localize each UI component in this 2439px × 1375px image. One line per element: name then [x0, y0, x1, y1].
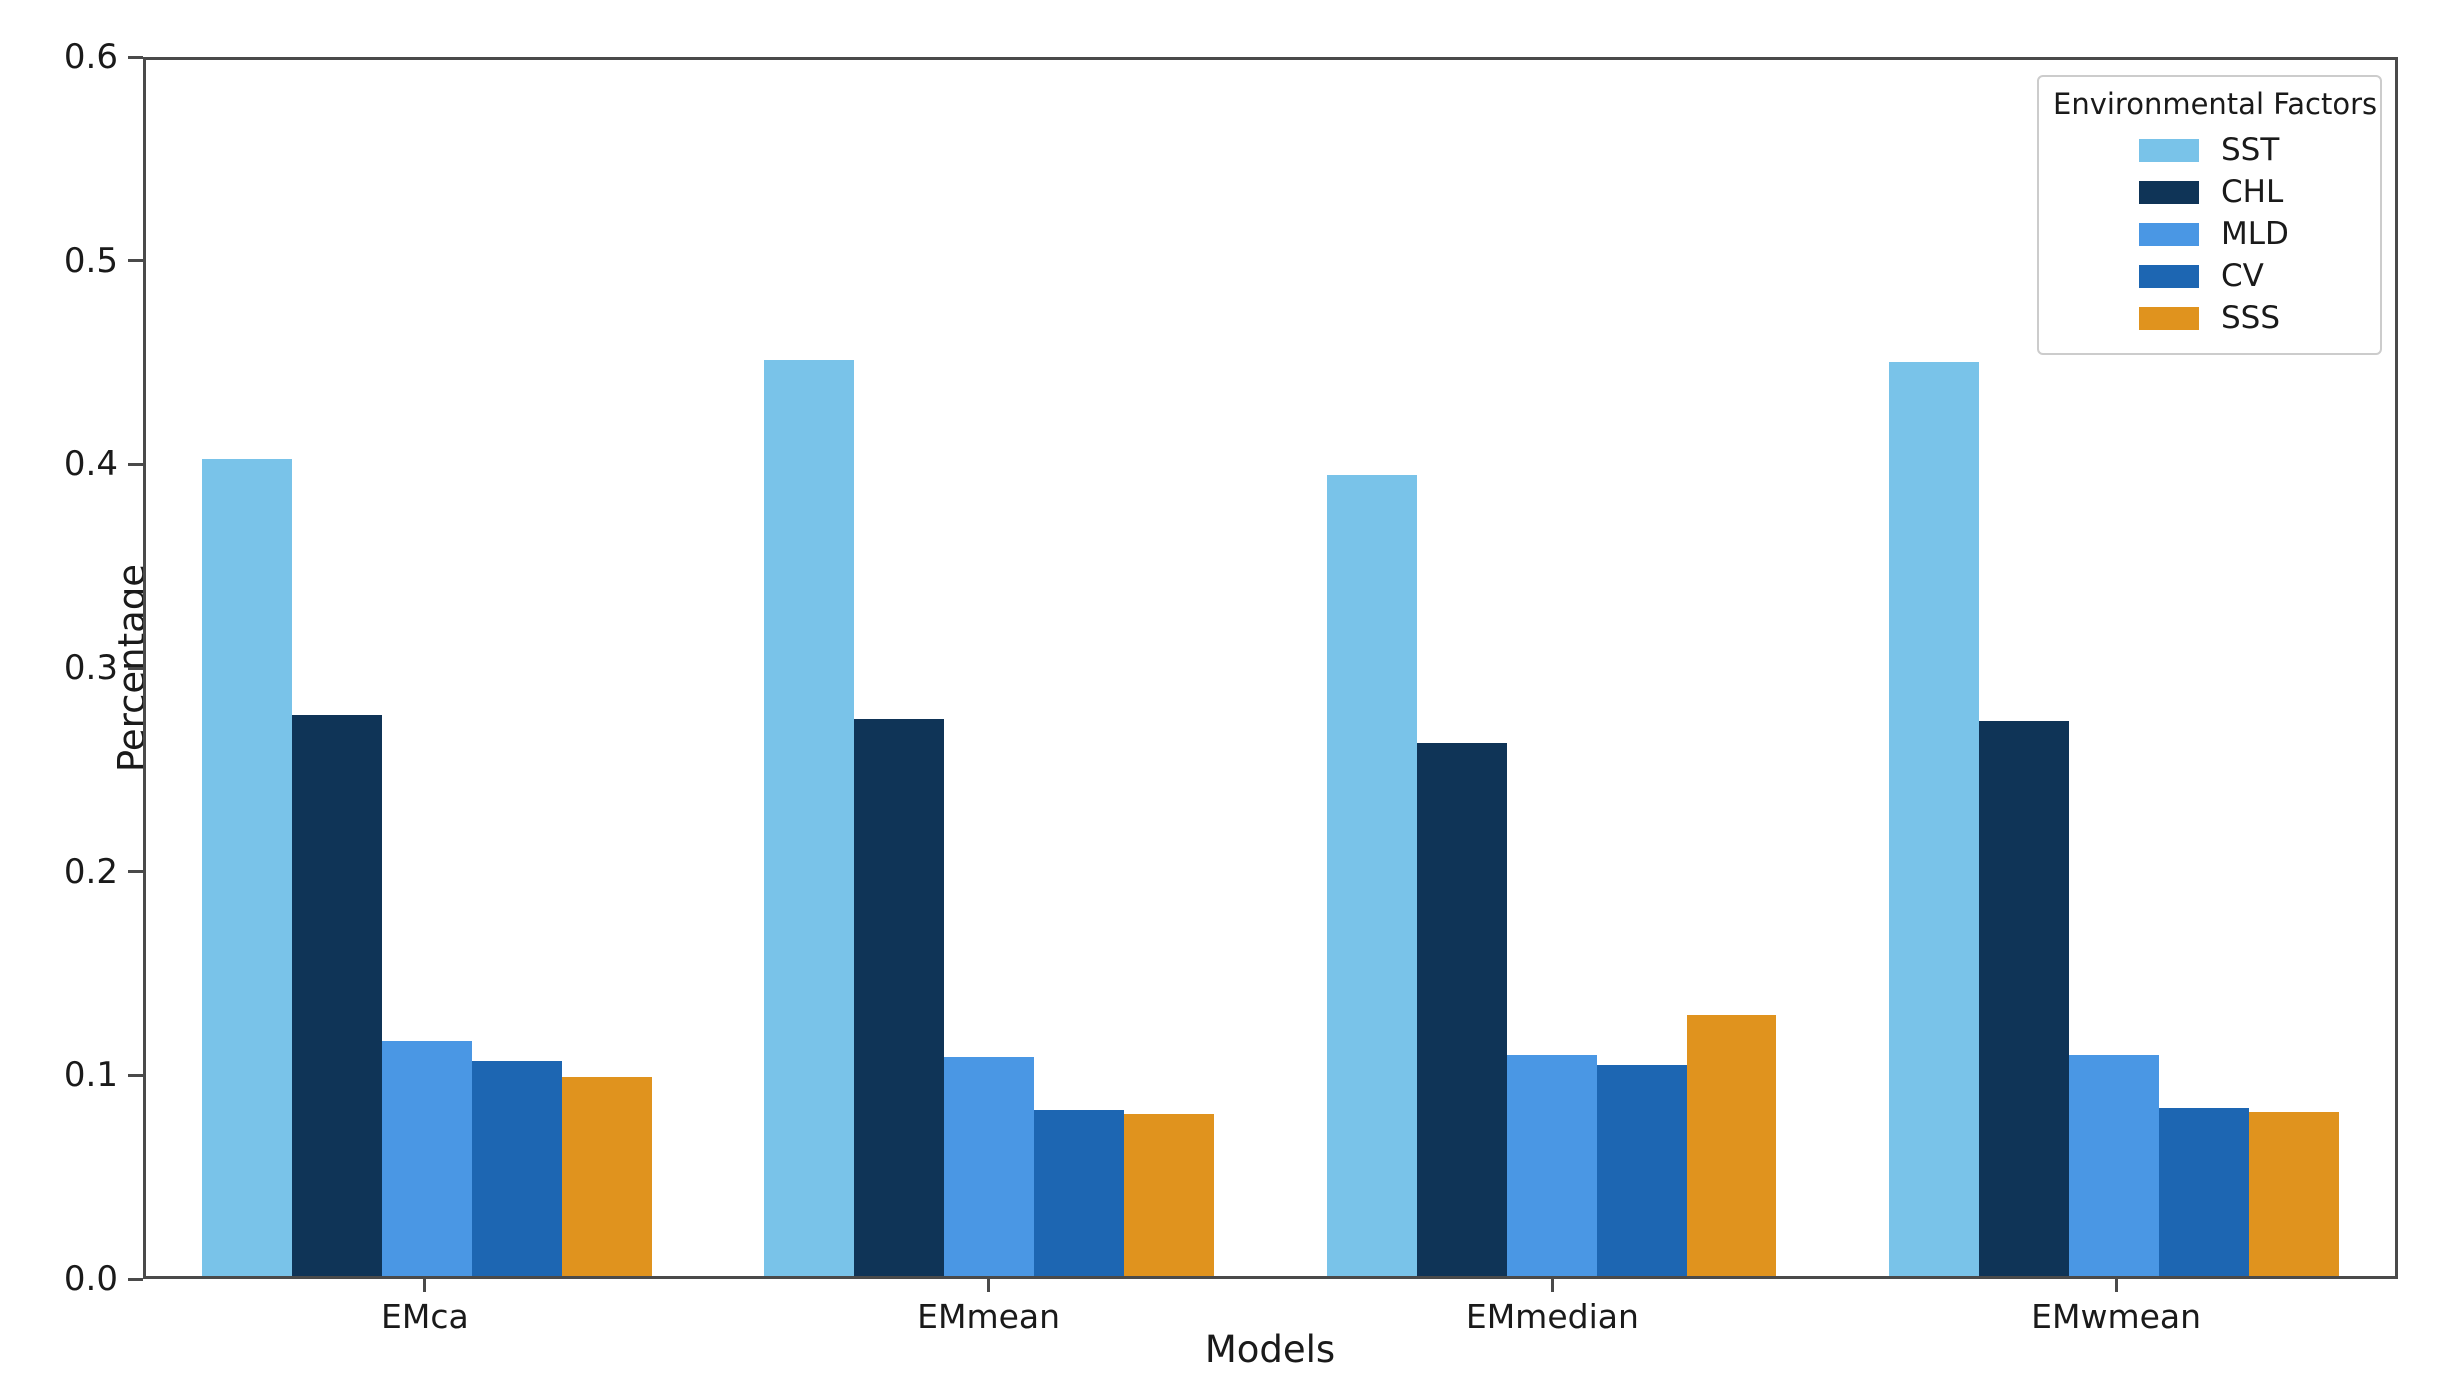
bar-EMmedian-MLD: [1506, 1055, 1597, 1276]
x-tick-mark: [2114, 1279, 2118, 1292]
bar-EMmean-MLD: [944, 1057, 1035, 1276]
y-tick-label: 0.2: [63, 851, 118, 892]
legend-row-SST: SST: [2053, 129, 2366, 171]
bar-EMca-SST: [202, 459, 293, 1276]
bar-EMca-SSS: [562, 1077, 652, 1276]
x-tick-mark: [423, 1279, 427, 1292]
y-tick-mark: [128, 1073, 143, 1077]
legend-rows: SST CHL MLD CV SSS: [2053, 129, 2366, 339]
bar-EMmedian-SSS: [1686, 1014, 1777, 1276]
legend-swatch-MLD: [2139, 222, 2199, 246]
bar-group-EMwmean: [1888, 60, 2339, 1276]
bar-EMwmean-CV: [2158, 1107, 2249, 1276]
bar-group-EMmedian: [1326, 60, 1777, 1276]
y-tick-label: 0.1: [63, 1055, 118, 1096]
bar-EMca-CV: [472, 1061, 563, 1276]
bar-EMwmean-CHL: [1978, 720, 2069, 1276]
legend-row-CV: CV: [2053, 255, 2366, 297]
bar-EMmedian-SST: [1326, 475, 1417, 1276]
x-tick-label-EMmedian: EMmedian: [1465, 1297, 1639, 1336]
legend-label-MLD: MLD: [2221, 215, 2289, 252]
bar-EMmean-CV: [1034, 1109, 1125, 1276]
bar-EMca-CHL: [292, 714, 383, 1276]
bar-EMmean-SSS: [1124, 1113, 1215, 1276]
legend-swatch-SSS: [2139, 306, 2199, 330]
y-tick-mark: [128, 666, 143, 670]
x-axis-label: Models: [1204, 1328, 1336, 1371]
bar-EMmean-SST: [764, 359, 855, 1276]
y-tick-mark: [128, 55, 143, 59]
y-tick-mark: [128, 870, 143, 874]
legend-swatch-SST: [2139, 138, 2199, 162]
legend-label-SSS: SSS: [2221, 299, 2281, 336]
bar-EMwmean-MLD: [2068, 1055, 2159, 1276]
bar-EMmedian-CHL: [1416, 743, 1507, 1276]
legend-row-CHL: CHL: [2053, 171, 2366, 213]
y-tick-label: 0.5: [63, 240, 118, 281]
x-tick-label-EMwmean: EMwmean: [2031, 1297, 2202, 1336]
bar-EMca-MLD: [382, 1040, 473, 1276]
y-tick-mark: [128, 1277, 143, 1281]
x-tick-label-EMmean: EMmean: [917, 1297, 1061, 1336]
bar-EMwmean-SSS: [2248, 1111, 2339, 1276]
legend: Environmental Factors SST CHL MLD CV SSS: [2037, 75, 2382, 355]
legend-row-SSS: SSS: [2053, 297, 2366, 339]
legend-swatch-CHL: [2139, 180, 2199, 204]
x-tick-mark: [1550, 1279, 1554, 1292]
bar-EMmean-CHL: [854, 718, 945, 1276]
y-tick-label: 0.6: [63, 37, 118, 77]
bar-EMmedian-CV: [1596, 1065, 1687, 1276]
y-tick-mark: [128, 462, 143, 466]
legend-row-MLD: MLD: [2053, 213, 2366, 255]
legend-label-SST: SST: [2221, 131, 2280, 168]
bar-EMwmean-SST: [1888, 361, 1979, 1276]
y-tick-label: 0.4: [63, 444, 118, 485]
y-tick-mark: [128, 259, 143, 263]
plot-area: Environmental Factors SST CHL MLD CV SSS: [143, 57, 2398, 1279]
legend-swatch-CV: [2139, 264, 2199, 288]
y-tick-label: 0.0: [63, 1259, 118, 1299]
legend-label-CHL: CHL: [2221, 173, 2284, 210]
x-tick-label-EMca: EMca: [381, 1297, 469, 1336]
y-tick-label: 0.3: [63, 648, 118, 688]
legend-title: Environmental Factors: [2053, 87, 2378, 121]
legend-label-CV: CV: [2221, 257, 2264, 294]
bar-group-EMca: [202, 60, 652, 1276]
x-tick-mark: [987, 1279, 991, 1292]
bar-group-EMmean: [764, 60, 1215, 1276]
